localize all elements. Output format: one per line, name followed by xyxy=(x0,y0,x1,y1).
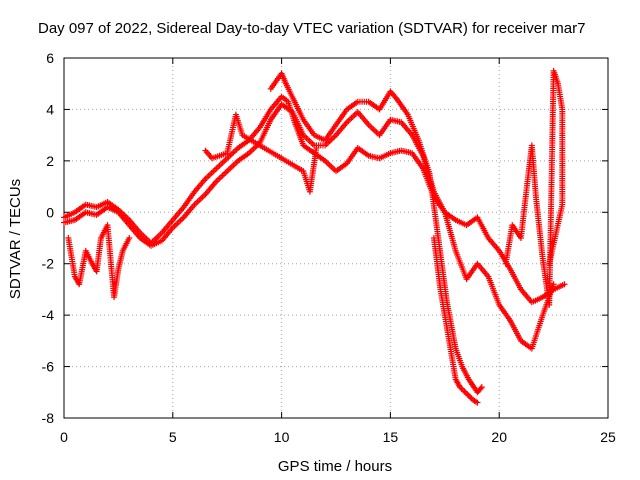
y-tick-label: -4 xyxy=(42,307,55,323)
x-tick-label: 15 xyxy=(383,429,399,445)
x-tick-label: 10 xyxy=(274,429,290,445)
data-point xyxy=(561,281,568,288)
grid-lines xyxy=(64,58,608,418)
series-track-f xyxy=(202,111,320,195)
y-tick-label: -6 xyxy=(42,359,55,375)
plot-frame xyxy=(63,57,609,419)
data-point xyxy=(464,391,471,398)
data-point xyxy=(459,387,466,393)
data-point xyxy=(478,384,485,391)
y-tick-label: -8 xyxy=(42,410,55,426)
series-track-g xyxy=(502,67,566,308)
data-point xyxy=(477,385,484,392)
y-axis-label: SDTVAR / TECUs xyxy=(7,179,24,299)
data-point xyxy=(462,389,469,396)
y-tick-label: -2 xyxy=(42,256,55,272)
x-axis-label: GPS time / hours xyxy=(278,458,392,475)
series-track-e xyxy=(65,222,133,301)
data-series xyxy=(61,67,568,406)
data-point xyxy=(126,235,133,241)
y-tick-label: 6 xyxy=(46,50,54,66)
y-tick-label: 0 xyxy=(46,204,54,220)
data-point xyxy=(465,392,472,399)
axis-ticks: 0 5 10 15 20 25 -8 -6 -4 -2 0 2 4 6 xyxy=(42,50,616,445)
data-point xyxy=(467,394,474,401)
y-tick-label: 2 xyxy=(46,153,54,169)
data-point xyxy=(550,281,557,288)
data-point xyxy=(546,260,553,267)
y-tick-label: 4 xyxy=(46,101,54,117)
data-point xyxy=(474,399,481,406)
series-track-a xyxy=(61,93,568,306)
x-tick-label: 25 xyxy=(600,429,616,445)
series-track-d xyxy=(430,235,481,406)
data-point xyxy=(313,145,320,151)
x-tick-label: 5 xyxy=(169,429,177,445)
data-point xyxy=(461,388,468,395)
chart-title: Day 097 of 2022, Sidereal Day-to-day VTE… xyxy=(38,20,585,37)
x-tick-label: 20 xyxy=(491,429,507,445)
x-tick-label: 0 xyxy=(60,429,68,445)
